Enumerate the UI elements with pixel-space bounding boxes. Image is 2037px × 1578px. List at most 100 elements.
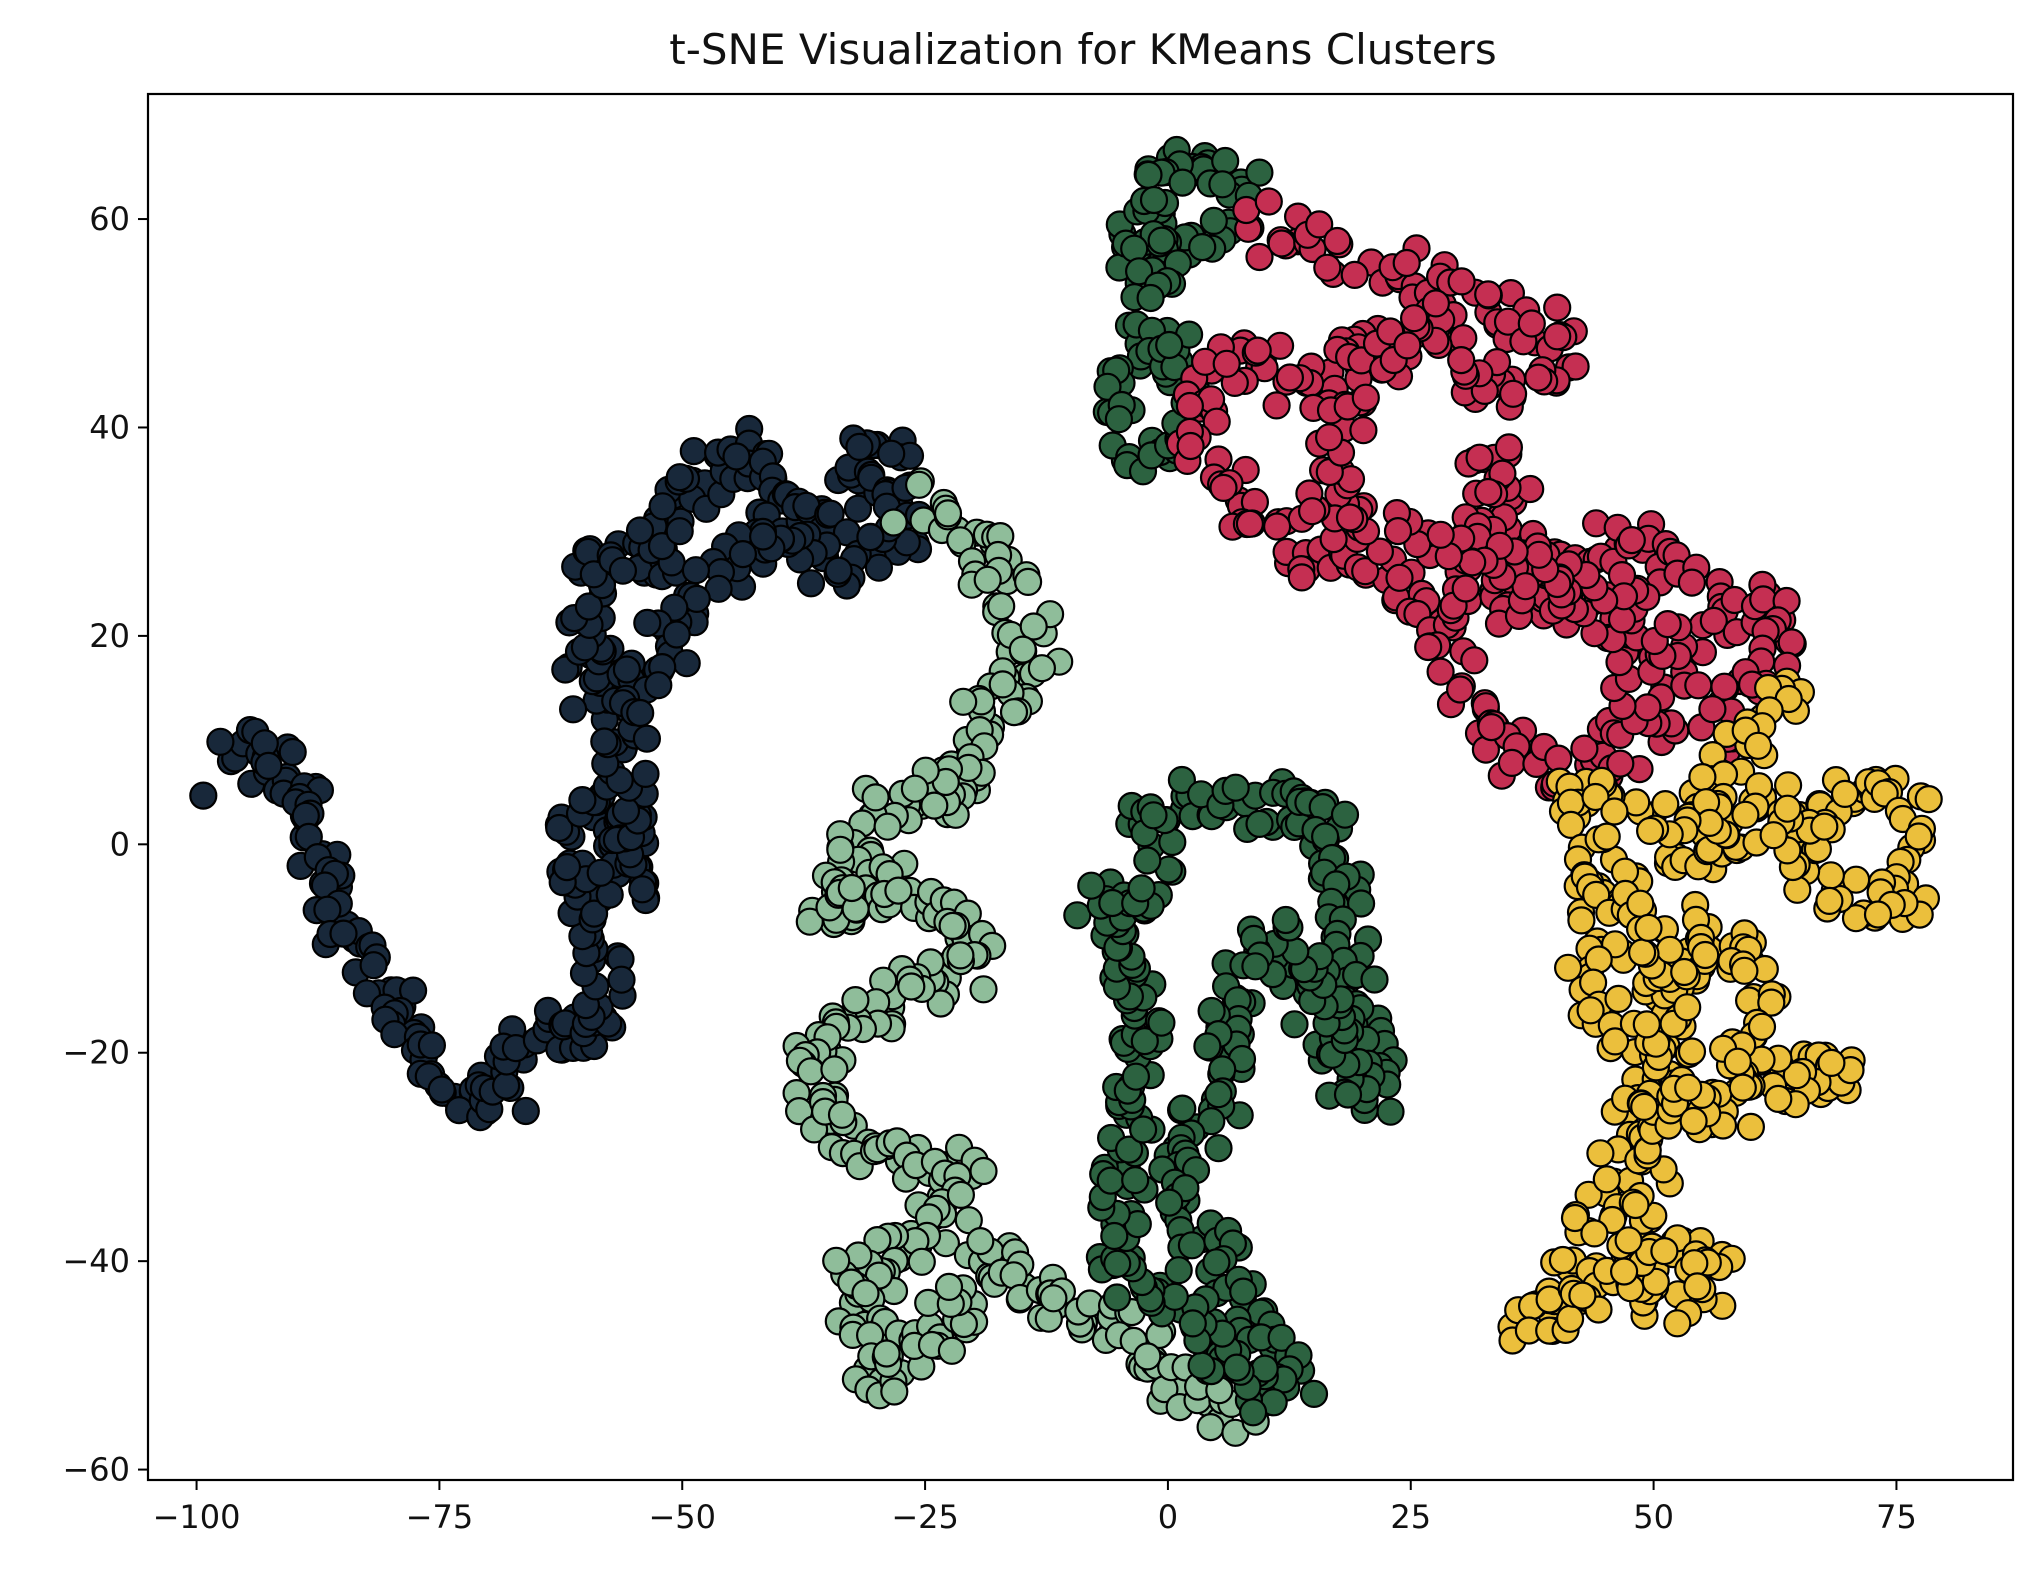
scatter-point	[1817, 1048, 1846, 1078]
scatter-point	[1121, 1062, 1151, 1091]
scatter-point	[873, 812, 902, 841]
scatter-point	[1280, 1010, 1309, 1039]
scatter-point	[329, 919, 358, 948]
scatter-point	[1127, 874, 1156, 903]
scatter-point	[946, 526, 975, 555]
scatter-point	[1133, 1342, 1162, 1371]
scatter-point	[1677, 568, 1707, 597]
scatter-point	[1731, 800, 1760, 829]
scatter-point	[1160, 1282, 1189, 1311]
scatter-point	[1176, 431, 1205, 461]
scatter-point	[1175, 391, 1205, 421]
x-tick-label: 25	[1390, 1498, 1431, 1536]
scatter-point	[1360, 965, 1389, 994]
scatter-point	[1730, 956, 1759, 985]
scatter-point	[1399, 304, 1429, 333]
scatter-point	[1524, 363, 1553, 392]
scatter-point	[586, 858, 615, 887]
scatter-point	[1313, 253, 1342, 282]
x-tick-label: 0	[1158, 1498, 1178, 1536]
scatter-point	[1077, 871, 1106, 900]
scatter-point	[1548, 1245, 1578, 1275]
scatter-point	[1677, 1037, 1707, 1066]
scatter-point	[1426, 520, 1455, 549]
scatter-point	[1254, 187, 1283, 216]
scatter-point	[969, 975, 998, 1004]
scatter-point	[1155, 1188, 1184, 1217]
scatter-point	[1723, 1047, 1752, 1076]
scatter-point	[1633, 693, 1662, 722]
y-tick-label: 60	[89, 200, 130, 238]
scatter-point	[1653, 609, 1682, 639]
scatter-point	[1414, 632, 1443, 662]
scatter-point	[1120, 234, 1149, 263]
scatter-point	[1460, 646, 1489, 675]
scatter-point	[1155, 330, 1184, 360]
scatter-point	[1655, 935, 1685, 964]
scatter-point	[1229, 1277, 1258, 1306]
scatter-point	[820, 1055, 849, 1084]
scatter-point	[1243, 336, 1272, 365]
scatter-point	[1197, 996, 1226, 1026]
scatter-point	[1133, 846, 1162, 875]
scatter-point	[644, 671, 673, 700]
x-tick-label: 75	[1876, 1498, 1917, 1536]
scatter-point	[1147, 1008, 1176, 1037]
scatter-point	[1147, 226, 1176, 255]
scatter-point	[837, 873, 866, 903]
scatter-point	[1680, 1249, 1709, 1278]
scatter-point	[545, 813, 574, 843]
scatter-point	[988, 670, 1017, 699]
scatter-point	[579, 899, 609, 928]
scatter-point	[1626, 889, 1655, 918]
scatter-point	[1650, 1236, 1679, 1266]
scatter-point	[631, 759, 660, 789]
scatter-point	[1684, 671, 1713, 700]
scatter-point	[1816, 861, 1846, 890]
scatter-point	[359, 951, 388, 980]
scatter-point	[632, 724, 662, 753]
scatter-point	[1497, 748, 1527, 778]
scatter-point	[897, 972, 926, 1001]
scatter-point	[1238, 1398, 1268, 1427]
scatter-point	[1019, 612, 1048, 641]
scatter-point	[1465, 443, 1494, 472]
scatter-point	[568, 785, 597, 815]
scatter-point	[872, 1339, 901, 1368]
scatter-point	[1498, 379, 1528, 408]
scatter-point	[1340, 260, 1369, 289]
scatter-point	[1177, 1231, 1207, 1260]
scatter-point	[722, 442, 751, 471]
scatter-point	[1262, 512, 1292, 541]
scatter-point	[1914, 784, 1943, 814]
scatter-point	[851, 1279, 880, 1308]
scatter-point	[206, 727, 235, 756]
scatter-point	[1458, 548, 1487, 577]
scatter-point	[728, 539, 758, 569]
scatter-point	[1543, 322, 1572, 351]
scatter-point	[1474, 280, 1503, 309]
scatter-point	[1691, 940, 1720, 970]
scatter-point	[1392, 248, 1421, 278]
scatter-point	[1580, 1219, 1609, 1248]
scatter-point	[1743, 731, 1773, 760]
scatter-point	[1178, 1309, 1207, 1338]
scatter-point	[933, 499, 963, 528]
scatter-point	[1617, 525, 1646, 555]
scatter-point	[278, 737, 307, 767]
y-tick-label: 20	[89, 617, 130, 655]
scatter-point	[1167, 765, 1197, 795]
scatter-point	[1651, 789, 1680, 819]
scatter-point	[1204, 1134, 1233, 1163]
scatter-point	[1212, 349, 1241, 378]
scatter-point	[1297, 497, 1327, 526]
scatter-point	[946, 941, 975, 970]
scatter-point	[1104, 405, 1134, 434]
x-tick-label: 50	[1633, 1498, 1674, 1536]
scatter-point	[1164, 1256, 1193, 1285]
scatter-point	[625, 516, 655, 545]
x-tick-label: −75	[406, 1498, 474, 1536]
scatter-point	[1777, 628, 1806, 657]
scatter-point	[1674, 1073, 1703, 1102]
